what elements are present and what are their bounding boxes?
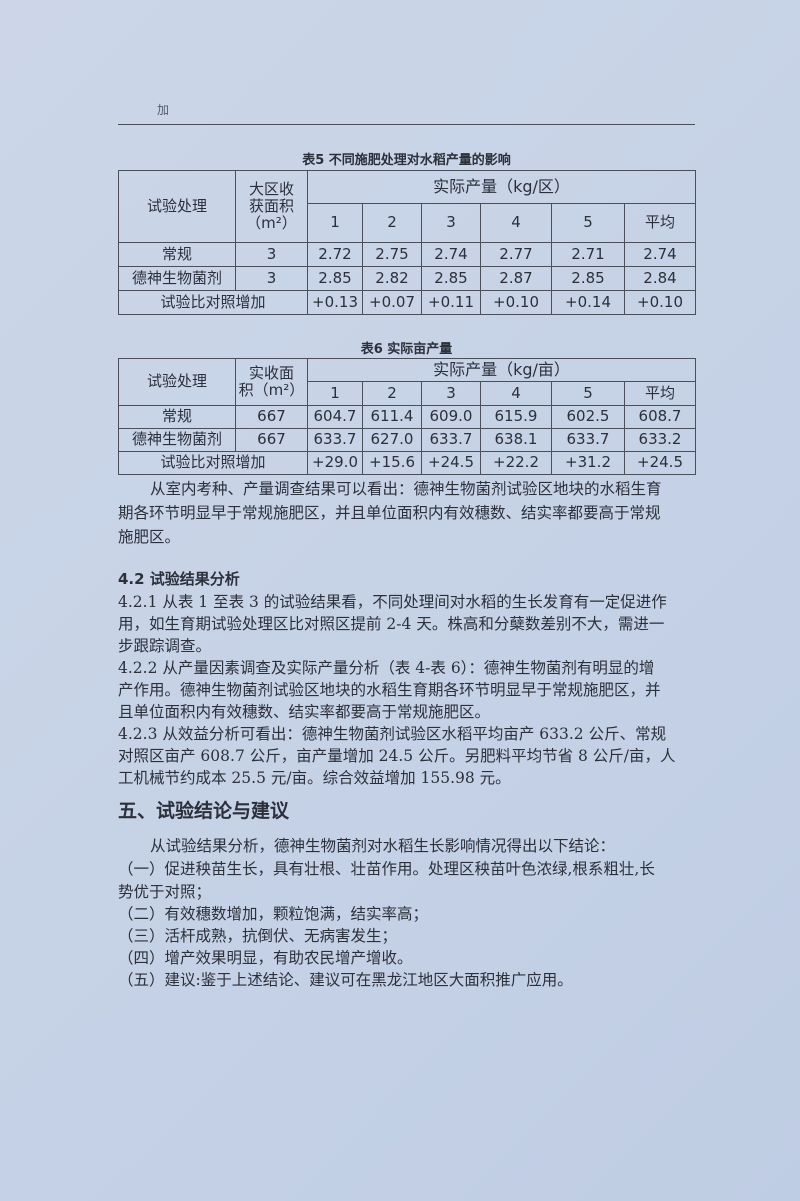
subcol: 5 [551, 203, 625, 243]
cell: +15.6 [362, 451, 422, 475]
subcol: 平均 [623, 381, 697, 406]
cell: 2.84 [623, 266, 697, 291]
subcol: 3 [421, 203, 481, 243]
cell: +29.0 [307, 451, 363, 475]
cell: 609.0 [421, 405, 481, 429]
row-label: 试验比对照增加 [118, 451, 308, 475]
paragraph-line: 施肥区。 [118, 528, 181, 546]
cell: 667 [235, 428, 308, 452]
running-head: 加 [157, 103, 170, 117]
row-label: 试验比对照增加 [118, 290, 308, 315]
cell: 2.72 [307, 242, 363, 267]
cell: 2.74 [421, 242, 481, 267]
paragraph-line: 期各环节明显早于常规施肥区，并且单位面积内有效穗数、结实率都要高于常规 [118, 504, 661, 522]
cell: 2.82 [362, 266, 422, 291]
cell: 638.1 [480, 428, 552, 452]
cell: 2.71 [551, 242, 625, 267]
cell: 3 [235, 242, 308, 267]
cell: +22.2 [480, 451, 552, 475]
cell: +24.5 [421, 451, 481, 475]
cell: +0.10 [480, 290, 552, 315]
row-label: 常规 [118, 405, 236, 429]
header-area: 大区收 获面积 （m²） [235, 170, 308, 243]
row-label: 常规 [118, 242, 236, 267]
subcol: 2 [362, 203, 422, 243]
cell: 633.7 [551, 428, 625, 452]
cell: 633.2 [623, 428, 697, 452]
cell: 3 [235, 266, 308, 291]
section-4-2-heading: 4.2 试验结果分析 [118, 570, 240, 588]
header-rule [118, 124, 695, 125]
table-row: 常规 3 2.72 2.75 2.74 2.77 2.71 2.74 [118, 242, 697, 267]
paragraph-line: 对照区亩产 608.7 公斤，亩产量增加 24.5 公斤。另肥料平均节省 8 公… [118, 747, 676, 765]
subcol: 3 [421, 381, 481, 406]
cell: 2.87 [480, 266, 552, 291]
cell: +0.10 [623, 290, 697, 315]
cell: +0.07 [362, 290, 422, 315]
header-yield: 实际产量（kg/区） [306, 170, 697, 204]
paragraph-line: 4.2.2 从产量因素调查及实际产量分析（表 4-表 6）：德神生物菌剂有明显的… [118, 659, 655, 677]
conclusion-line: （五）建议:鉴于上述结论、建议可在黑龙江地区大面积推广应用。 [118, 971, 573, 989]
table-row: 常规 667 604.7 611.4 609.0 615.9 602.5 608… [118, 405, 697, 429]
table5: 试验处理 大区收 获面积 （m²） 实际产量（kg/区） 1 2 3 4 5 平均 … [118, 170, 697, 315]
table-row-diff: 试验比对照增加 +0.13 +0.07 +0.11 +0.10 +0.14 +0… [118, 290, 697, 315]
table-row: 德神生物菌剂 3 2.85 2.82 2.85 2.87 2.85 2.84 [118, 266, 697, 291]
paragraph-line: 用，如生育期试验处理区比对照区提前 2-4 天。株高和分蘖数差别不大，需进一 [118, 615, 665, 633]
table6: 试验处理 实收面 积（m²） 实际产量（kg/亩） 1 2 3 4 5 平均 常规… [118, 358, 697, 475]
cell: 604.7 [307, 405, 363, 429]
cell: 633.7 [307, 428, 363, 452]
conclusion-line: （三）活杆成熟，抗倒伏、无病害发生； [118, 927, 398, 945]
subcol: 5 [551, 381, 625, 406]
header-treatment: 试验处理 [118, 358, 236, 406]
conclusion-line: （一）促进秧苗生长，具有壮根、壮苗作用。处理区秧苗叶色浓绿,根系粗壮,长 [118, 860, 655, 878]
conclusion-line: （四）增产效果明显，有助农民增产增收。 [118, 949, 413, 967]
paragraph-line: 产作用。德神生物菌剂试验区地块的水稻生育期各环节明显早于常规施肥区，并 [118, 681, 661, 699]
cell: +0.13 [307, 290, 363, 315]
cell: 2.85 [307, 266, 363, 291]
cell: 2.85 [551, 266, 625, 291]
paragraph-line: 且单位面积内有效穗数、结实率都要高于常规施肥区。 [118, 703, 491, 721]
cell: 2.85 [421, 266, 481, 291]
row-label: 德神生物菌剂 [118, 266, 236, 291]
subcol: 1 [307, 203, 363, 243]
conclusion-line: 势优于对照； [118, 883, 212, 901]
subcol: 4 [480, 203, 552, 243]
paragraph-line: 步跟踪调查。 [118, 637, 212, 655]
header-yield: 实际产量（kg/亩） [306, 358, 697, 382]
table5-caption: 表5 不同施肥处理对水稻产量的影响 [302, 153, 511, 168]
cell: 615.9 [480, 405, 552, 429]
table-row-diff: 试验比对照增加 +29.0 +15.6 +24.5 +22.2 +31.2 +2… [118, 451, 697, 475]
subcol: 平均 [623, 203, 697, 243]
cell: 2.77 [480, 242, 552, 267]
paragraph-line: 从试验结果分析，德神生物菌剂对水稻生长影响情况得出以下结论： [150, 837, 616, 855]
row-label: 德神生物菌剂 [118, 428, 236, 452]
table6-caption: 表6 实际亩产量 [360, 342, 453, 357]
cell: 602.5 [551, 405, 625, 429]
cell: 627.0 [362, 428, 422, 452]
subcol: 4 [480, 381, 552, 406]
paragraph-line: 从室内考种、产量调查结果可以看出：德神生物菌剂试验区地块的水稻生育 [150, 480, 662, 498]
section-5-heading: 五、试验结论与建议 [118, 800, 290, 822]
cell: +0.11 [421, 290, 481, 315]
conclusion-line: （二）有效穗数增加，颗粒饱满，结实率高； [118, 905, 429, 923]
cell: 2.75 [362, 242, 422, 267]
cell: 608.7 [623, 405, 697, 429]
cell: 633.7 [421, 428, 481, 452]
cell: +24.5 [623, 451, 697, 475]
subcol: 2 [362, 381, 422, 406]
table-row: 德神生物菌剂 667 633.7 627.0 633.7 638.1 633.7… [118, 428, 697, 452]
paragraph-line: 工机械节约成本 25.5 元/亩。综合效益增加 155.98 元。 [118, 769, 511, 787]
paragraph-line: 4.2.3 从效益分析可看出：德神生物菌剂试验区水稻平均亩产 633.2 公斤、… [118, 725, 667, 743]
paragraph-line: 4.2.1 从表 1 至表 3 的试验结果看，不同处理间对水稻的生长发育有一定促… [118, 593, 667, 611]
header-treatment: 试验处理 [118, 170, 236, 243]
cell: 2.74 [623, 242, 697, 267]
subcol: 1 [307, 381, 363, 406]
cell: 611.4 [362, 405, 422, 429]
cell: +0.14 [551, 290, 625, 315]
cell: 667 [235, 405, 308, 429]
header-area: 实收面 积（m²） [235, 358, 308, 406]
cell: +31.2 [551, 451, 625, 475]
